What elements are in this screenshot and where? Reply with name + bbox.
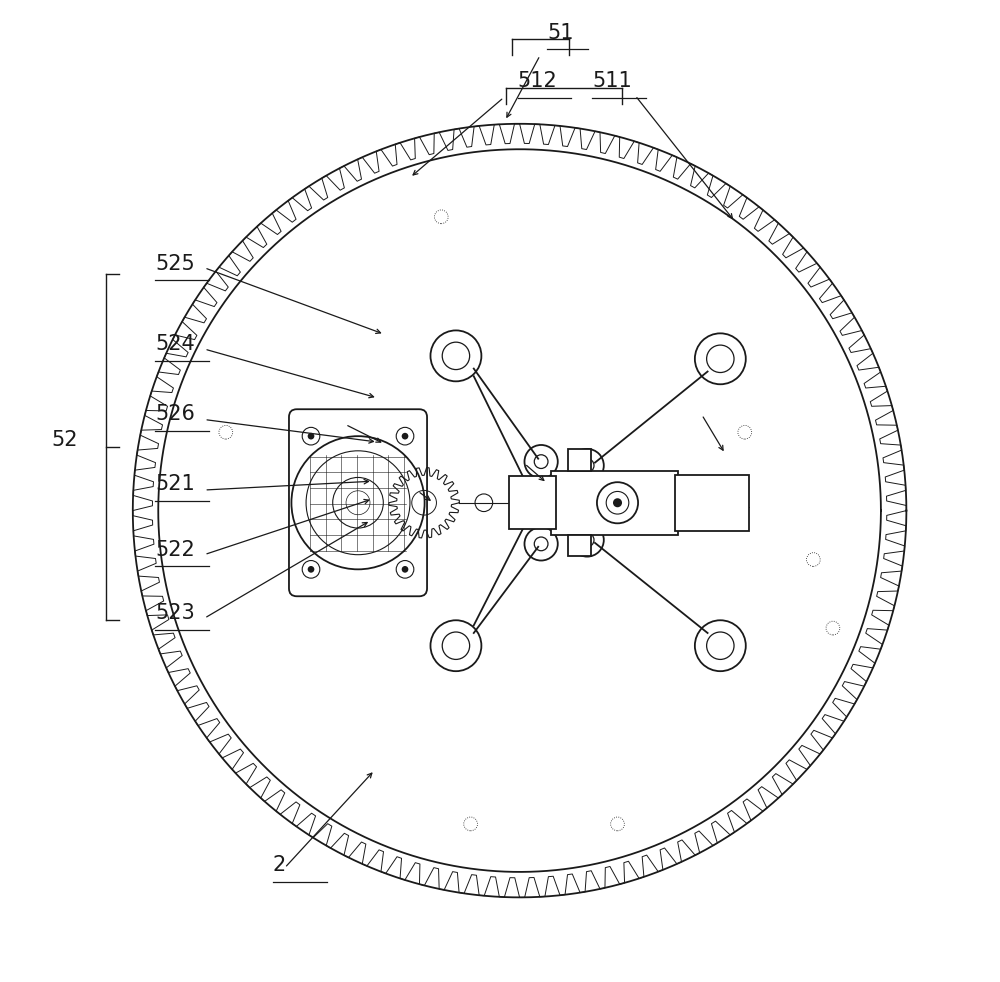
Circle shape: [308, 566, 314, 573]
Bar: [568, 450, 591, 471]
Circle shape: [346, 491, 370, 515]
Text: 2: 2: [273, 855, 286, 875]
Bar: [568, 534, 591, 556]
Bar: [675, 475, 749, 530]
Text: 511: 511: [592, 72, 632, 91]
Text: 512: 512: [518, 72, 557, 91]
Text: 522: 522: [155, 539, 195, 560]
Text: 524: 524: [155, 334, 195, 354]
Bar: [509, 476, 556, 529]
FancyBboxPatch shape: [289, 409, 427, 596]
Text: 51: 51: [547, 23, 574, 42]
Circle shape: [308, 433, 314, 440]
Text: 525: 525: [155, 253, 195, 274]
Text: 52: 52: [52, 430, 78, 450]
Text: 521: 521: [155, 474, 195, 494]
Circle shape: [402, 433, 408, 440]
Bar: [551, 471, 678, 534]
Circle shape: [613, 498, 622, 508]
Text: 526: 526: [155, 405, 195, 424]
Circle shape: [402, 566, 408, 573]
Text: 523: 523: [155, 603, 195, 624]
